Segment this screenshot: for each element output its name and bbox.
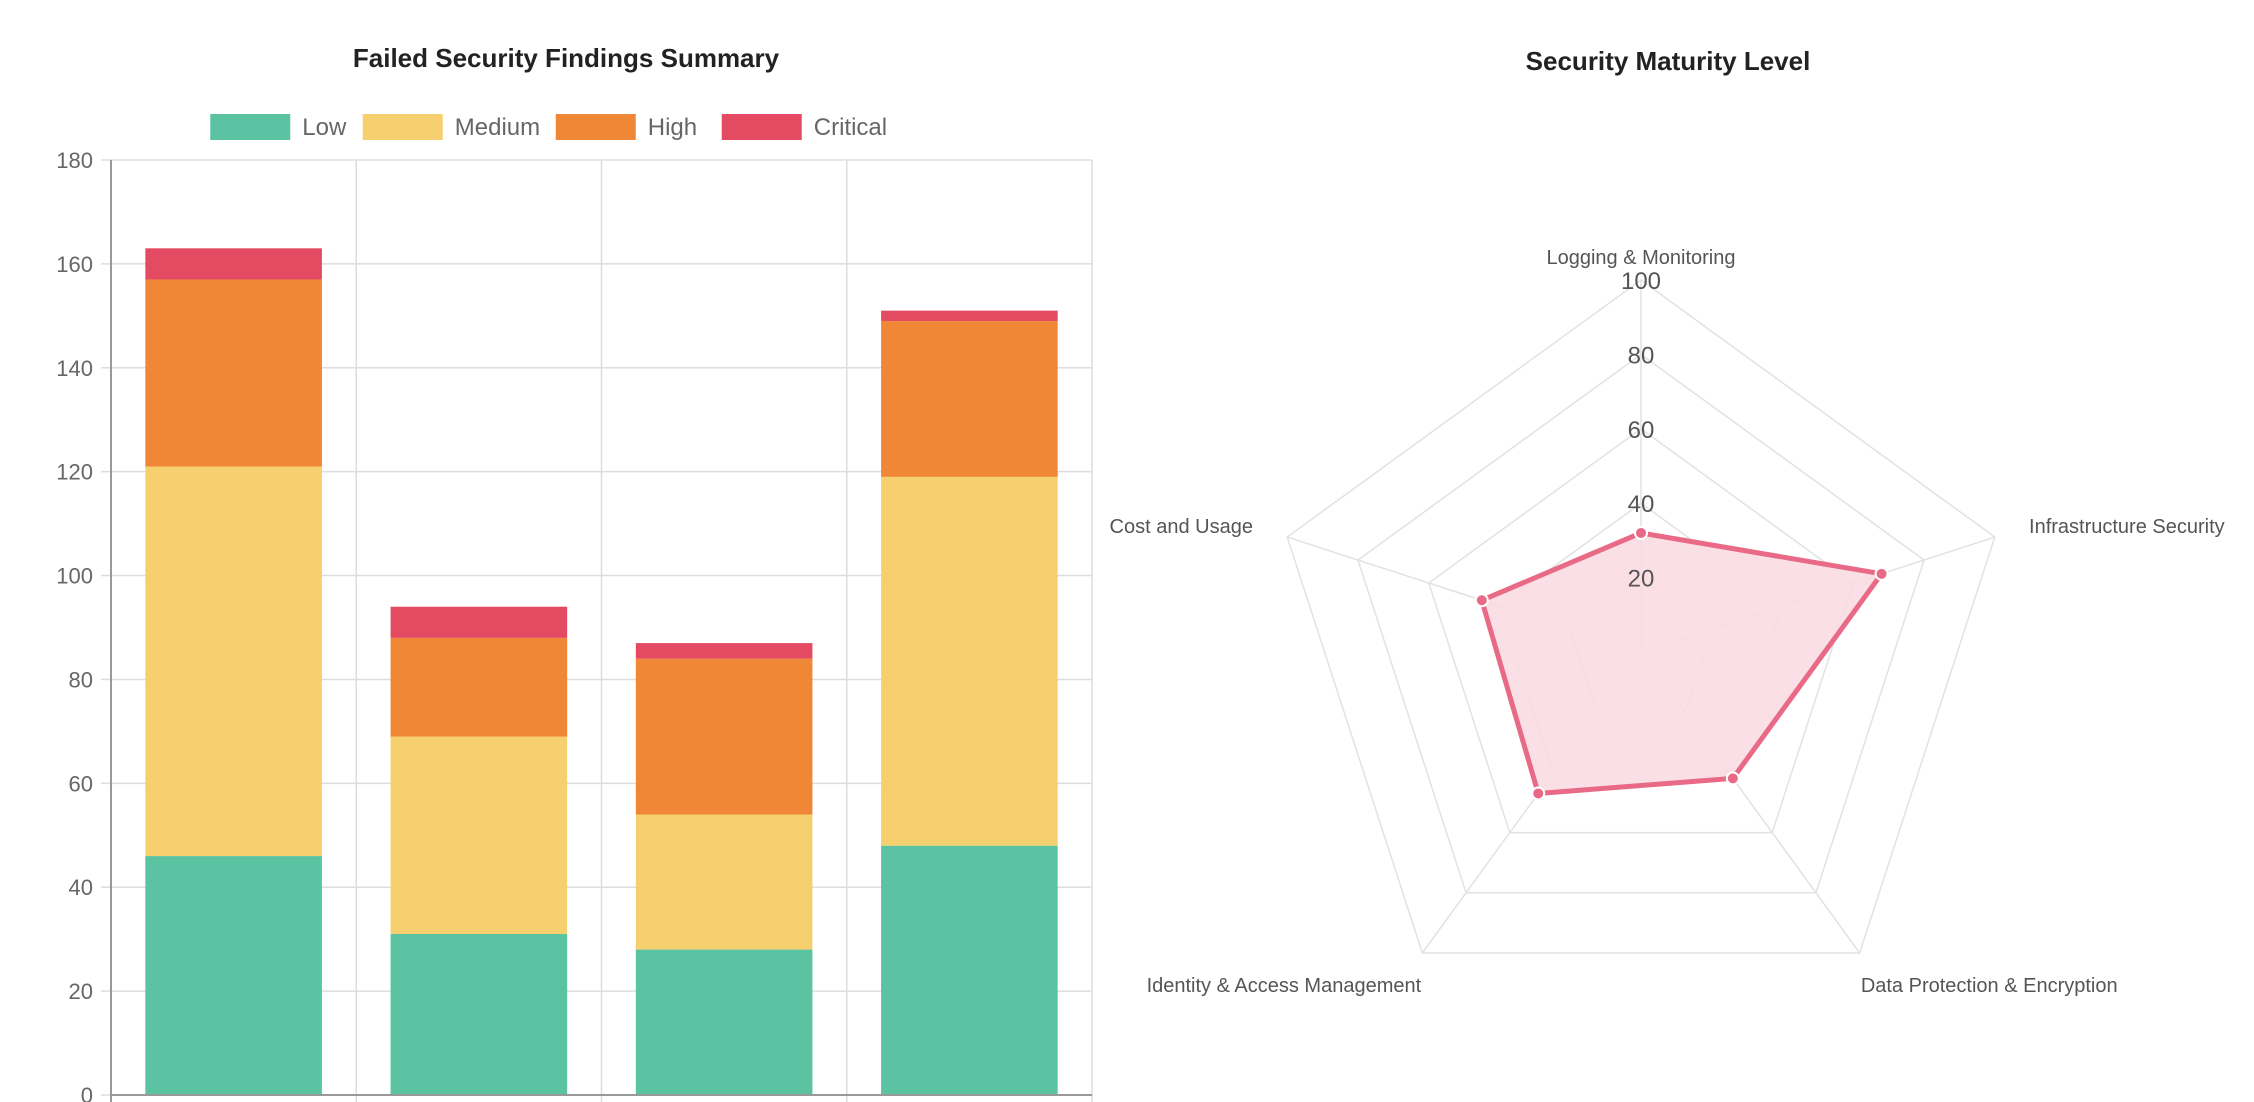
radar-tick-label: 40 xyxy=(1628,491,1655,518)
y-tick-label: 40 xyxy=(69,875,93,900)
bar-segment-medium[interactable] xyxy=(390,736,568,934)
y-tick-label: 140 xyxy=(56,356,93,381)
y-tick-label: 180 xyxy=(56,148,93,173)
radar-data-point[interactable] xyxy=(1725,771,1740,786)
radar-tick-label: 20 xyxy=(1628,566,1655,593)
y-tick-label: 60 xyxy=(69,771,93,796)
bar-segment-high[interactable] xyxy=(635,658,813,815)
radar-data-point[interactable] xyxy=(1474,593,1489,608)
radar-grid xyxy=(1286,279,1996,954)
bar-chart-title: Failed Security Findings Summary xyxy=(353,43,780,73)
radar-spoke xyxy=(1286,536,1642,653)
bar-segment-critical[interactable] xyxy=(881,310,1058,322)
radar-data-point[interactable] xyxy=(1634,525,1648,540)
bar-segment-critical[interactable] xyxy=(390,606,568,638)
bar-segment-high[interactable] xyxy=(390,637,568,737)
radar-axis-label: Identity & Access Management xyxy=(1147,975,1422,997)
radar-axis-label: Infrastructure Security xyxy=(2029,516,2225,538)
radar-ring xyxy=(1498,502,1784,774)
bar-segment-critical[interactable] xyxy=(635,643,813,659)
y-tick-label: 0 xyxy=(81,1083,93,1102)
y-tick-label: 160 xyxy=(56,252,93,277)
radar-ticks: 20 40 60 80 100 xyxy=(1621,268,1661,593)
radar-spoke xyxy=(1421,651,1642,954)
findings-bar-chart: Failed Security Findings Summary Low Medi… xyxy=(56,43,1093,1102)
legend-swatch-low[interactable] xyxy=(210,114,291,140)
radar-data-area xyxy=(1479,530,1885,796)
radar-chart-title: Security Maturity Level xyxy=(1526,46,1811,76)
bar-segment-low[interactable] xyxy=(881,845,1058,1095)
legend-label-high[interactable]: High xyxy=(648,114,697,141)
bar-legend: Low Medium High Critical xyxy=(210,114,887,141)
y-tick-label: 20 xyxy=(69,979,93,1004)
legend-label-low[interactable]: Low xyxy=(302,114,347,141)
legend-swatch-high[interactable] xyxy=(555,114,636,140)
bar-segment-low[interactable] xyxy=(145,856,322,1095)
bar-segment-medium[interactable] xyxy=(635,814,813,950)
legend-swatch-medium[interactable] xyxy=(362,114,443,140)
legend-swatch-critical[interactable] xyxy=(721,114,802,140)
legend-label-critical[interactable]: Critical xyxy=(814,114,887,141)
radar-labels: Logging & Monitoring Infrastructure Secur… xyxy=(1110,247,2225,997)
bar-segment-critical[interactable] xyxy=(145,248,322,280)
radar-data xyxy=(1474,525,1889,801)
bar-segment-low[interactable] xyxy=(635,949,813,1095)
y-tick-label: 100 xyxy=(56,564,93,589)
radar-ring xyxy=(1286,279,1996,954)
radar-tick-label: 80 xyxy=(1628,342,1655,369)
bar-segment-low[interactable] xyxy=(390,933,568,1095)
radar-spoke xyxy=(1640,651,1861,954)
radar-axis-label: Cost and Usage xyxy=(1110,516,1253,538)
radar-data-point[interactable] xyxy=(1531,786,1546,801)
y-tick-label: 80 xyxy=(69,667,93,692)
bar-segment-medium[interactable] xyxy=(145,466,322,857)
y-tick-label: 120 xyxy=(56,460,93,485)
bar-axes: 0 20 40 60 80 100 120 140 160 180 xyxy=(56,148,1092,1102)
radar-tick-label: 60 xyxy=(1628,417,1655,444)
radar-tick-label: 100 xyxy=(1621,268,1661,295)
bar-segment-medium[interactable] xyxy=(881,476,1058,846)
radar-ring xyxy=(1569,576,1713,713)
radar-ring xyxy=(1357,353,1925,894)
radar-ring xyxy=(1427,427,1855,834)
bar-segment-high[interactable] xyxy=(881,321,1058,477)
bar-segment-high[interactable] xyxy=(145,279,322,467)
bar-bars xyxy=(145,248,1058,1095)
legend-label-medium[interactable]: Medium xyxy=(455,114,540,141)
radar-data-point[interactable] xyxy=(1874,566,1889,581)
radar-axis-label: Logging & Monitoring xyxy=(1546,247,1735,269)
radar-spoke xyxy=(1640,536,1996,653)
radar-axis-label: Data Protection & Encryption xyxy=(1861,975,2118,997)
